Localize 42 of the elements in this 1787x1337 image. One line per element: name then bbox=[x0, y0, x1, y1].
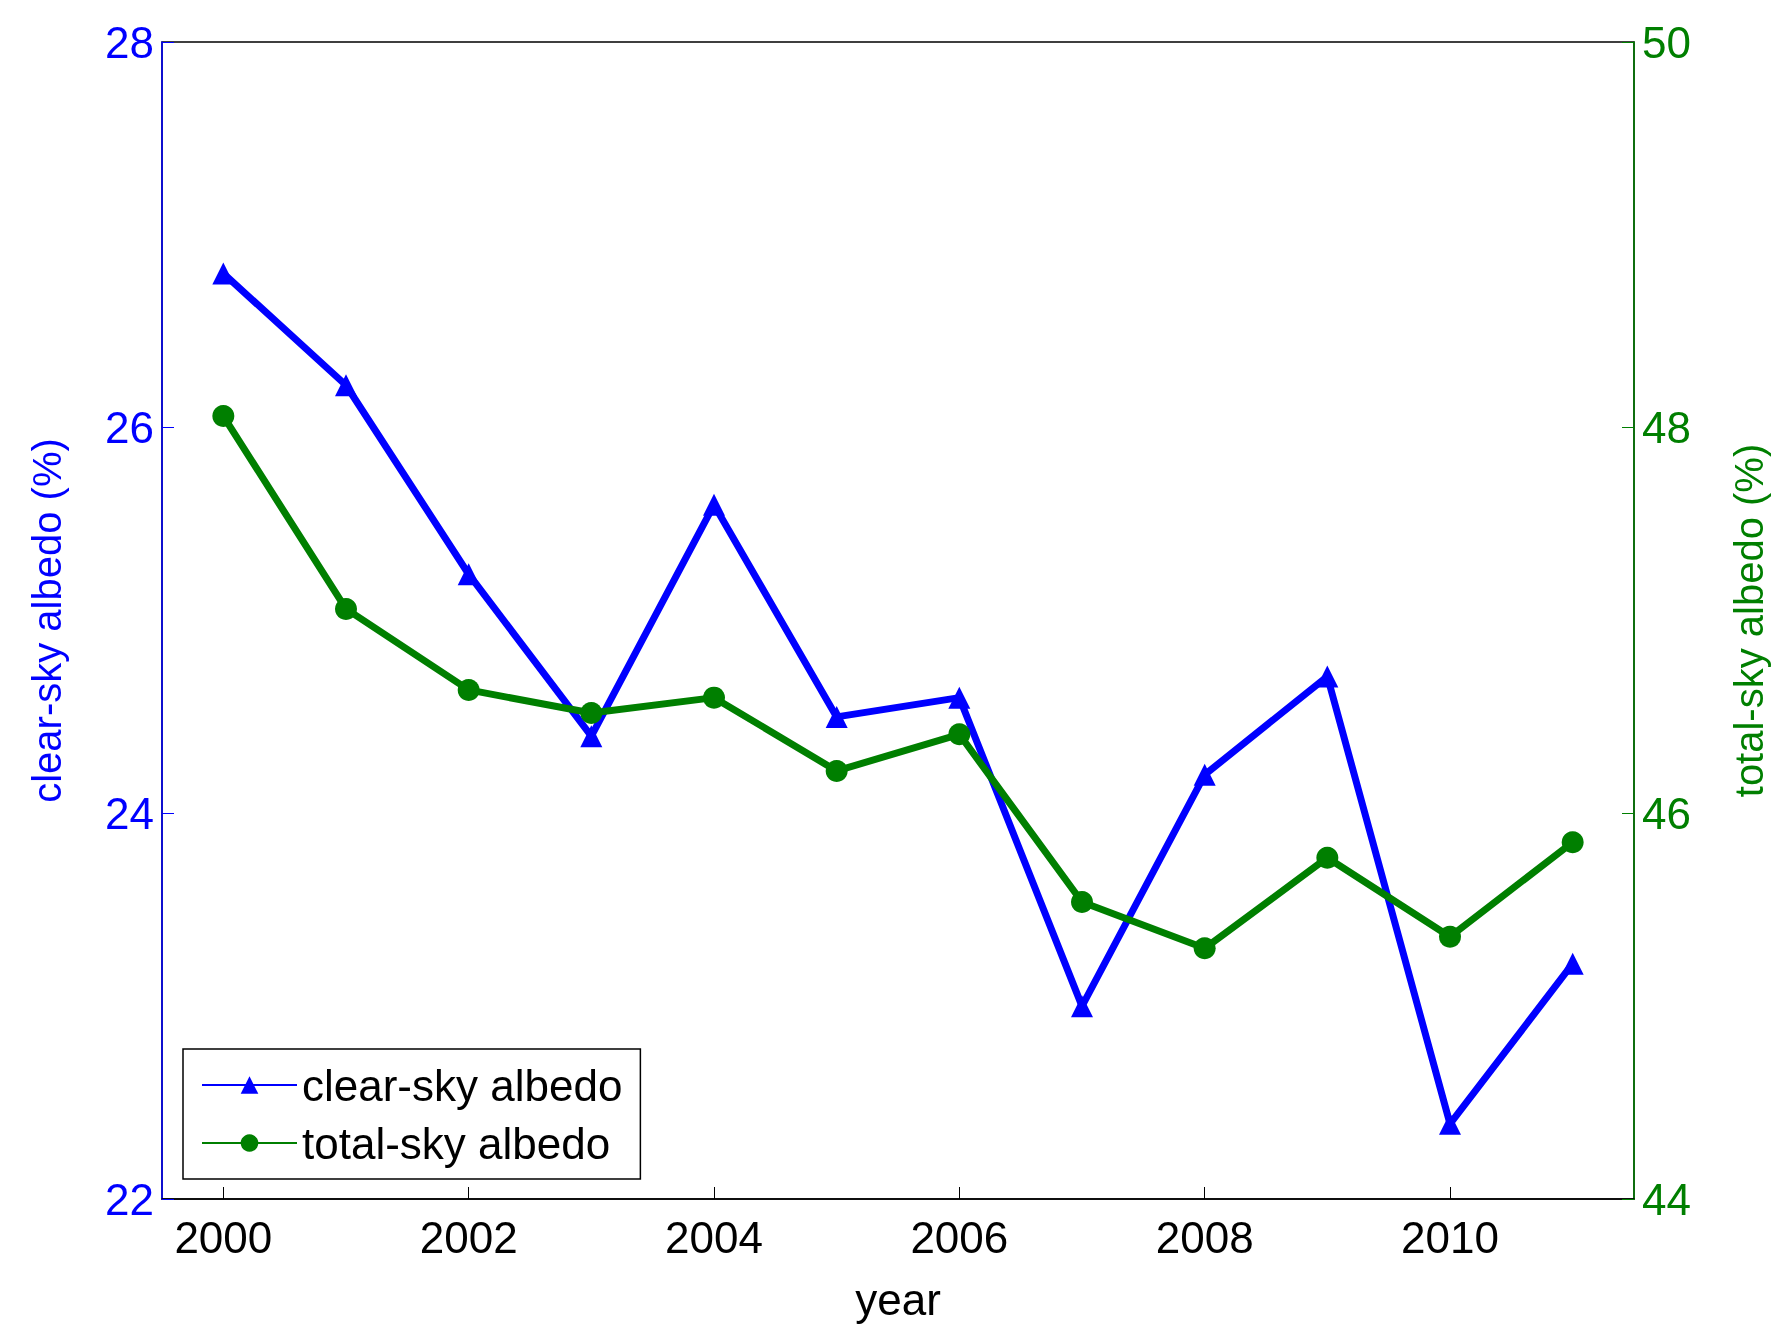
point bbox=[825, 759, 848, 782]
y2-tick-label: 46 bbox=[1642, 788, 1691, 838]
y-tick-label: 28 bbox=[105, 17, 154, 67]
y2-tick-label: 48 bbox=[1642, 403, 1691, 453]
point bbox=[580, 725, 603, 748]
point bbox=[1193, 937, 1216, 960]
x-tick-label: 2008 bbox=[1155, 1212, 1254, 1262]
point bbox=[1316, 665, 1339, 688]
y-tick-label: 24 bbox=[105, 788, 154, 838]
point bbox=[457, 563, 480, 586]
point bbox=[335, 597, 357, 620]
point bbox=[1193, 763, 1216, 786]
x-tick-label: 2010 bbox=[1401, 1212, 1499, 1262]
point bbox=[948, 723, 971, 746]
point bbox=[1439, 925, 1461, 948]
point bbox=[825, 705, 848, 728]
x-tick-label: 2004 bbox=[665, 1212, 763, 1262]
point bbox=[1071, 995, 1093, 1018]
y-tick-label: 22 bbox=[105, 1174, 154, 1224]
legend-label: total-sky albedo bbox=[302, 1118, 611, 1168]
point bbox=[703, 686, 725, 709]
point bbox=[1561, 831, 1584, 854]
point bbox=[335, 374, 357, 397]
point bbox=[212, 405, 235, 428]
y-axis-title: clear-sky albedo (%) bbox=[25, 438, 69, 803]
point bbox=[580, 702, 603, 725]
x-axis-title: year bbox=[855, 1274, 941, 1324]
point bbox=[948, 686, 971, 709]
point bbox=[1561, 952, 1584, 975]
y2-tick-label: 44 bbox=[1642, 1174, 1691, 1224]
point bbox=[1439, 1112, 1461, 1135]
x-tick-label: 2006 bbox=[910, 1212, 1009, 1262]
y2-tick-label: 50 bbox=[1642, 17, 1691, 67]
point bbox=[457, 678, 480, 701]
x-tick-label: 2000 bbox=[174, 1212, 273, 1262]
y-tick-label: 26 bbox=[105, 403, 154, 453]
point bbox=[1316, 846, 1339, 869]
y2-axis-title: total-sky albedo (%) bbox=[1727, 443, 1771, 798]
point bbox=[703, 493, 725, 516]
legend-label: clear-sky albedo bbox=[302, 1060, 623, 1110]
point bbox=[1071, 891, 1093, 914]
x-tick-label: 2002 bbox=[419, 1212, 518, 1262]
